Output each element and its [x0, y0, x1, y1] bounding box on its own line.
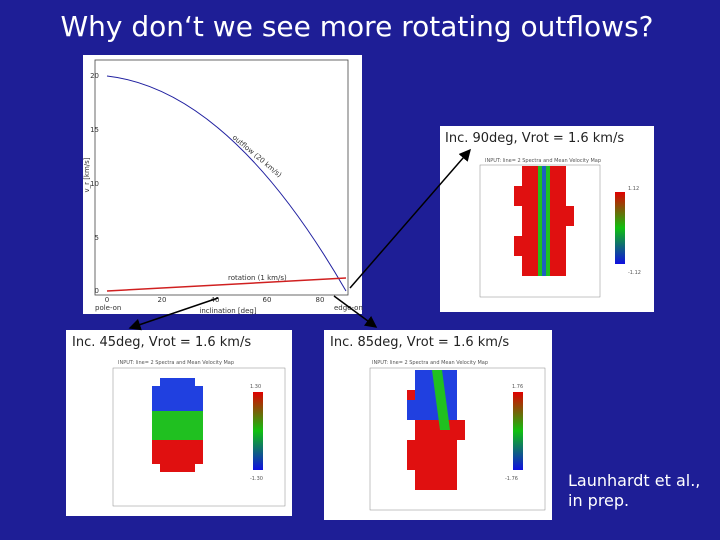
- map-panel: Inc. 85deg, Vrot = 1.6 km/s INPUT: line=…: [324, 330, 552, 520]
- x-left-label: pole-on: [95, 304, 121, 312]
- x-tick-label: 80: [316, 296, 325, 304]
- colorbar-label: 1.12: [628, 186, 639, 192]
- colorbar-label: -1.76: [505, 476, 518, 482]
- map-title: INPUT: line= 2 Spectra and Mean Velocity…: [118, 360, 234, 366]
- arrow: [333, 295, 378, 328]
- x-right-label: edge-on: [334, 304, 363, 312]
- inclination-plot: 20 15 10 5 0 0 20 40 60 80 pole-on edge-…: [83, 55, 363, 315]
- x-tick-label: 40: [211, 296, 220, 304]
- map-panel: Inc. 45deg, Vrot = 1.6 km/s INPUT: line=…: [66, 330, 292, 516]
- y-tick-label: 15: [90, 126, 99, 134]
- citation: in prep.: [568, 491, 629, 510]
- x-tick-label: 60: [263, 296, 272, 304]
- rotation-curve: [106, 277, 347, 292]
- slide-title: Why don‘t we see more rotating outflows?: [60, 10, 653, 43]
- x-tick-label: 0: [105, 296, 109, 304]
- colorbar-label: -1.30: [250, 476, 263, 482]
- y-axis-label: v_r [km/s]: [83, 157, 91, 192]
- map-title: INPUT: line= 2 Spectra and Mean Velocity…: [485, 158, 601, 164]
- y-tick-label: 10: [90, 180, 99, 188]
- y-tick-label: 0: [95, 287, 99, 295]
- map-title: INPUT: line= 2 Spectra and Mean Velocity…: [372, 360, 488, 366]
- colorbar-label: -1.12: [628, 270, 641, 276]
- outflow-curve: [106, 75, 347, 292]
- colorbar-label: 1.30: [250, 384, 261, 390]
- y-tick-label: 20: [90, 72, 99, 80]
- panel-caption: Inc. 45deg, Vrot = 1.6 km/s: [72, 335, 251, 350]
- citation: Launhardt et al.,: [568, 471, 700, 490]
- panel-caption: Inc. 85deg, Vrot = 1.6 km/s: [330, 335, 509, 350]
- arrow: [128, 297, 219, 331]
- x-axis-label: inclination [deg]: [199, 307, 256, 315]
- panel-caption: Inc. 90deg, Vrot = 1.6 km/s: [445, 131, 624, 146]
- y-tick-label: 5: [95, 234, 99, 242]
- colorbar-label: 1.76: [512, 384, 523, 390]
- map-panel: Inc. 90deg, Vrot = 1.6 km/s INPUT: line=…: [440, 126, 654, 312]
- rotation-label: rotation (1 km/s): [228, 274, 287, 282]
- arrow: [349, 148, 471, 289]
- x-tick-label: 20: [158, 296, 167, 304]
